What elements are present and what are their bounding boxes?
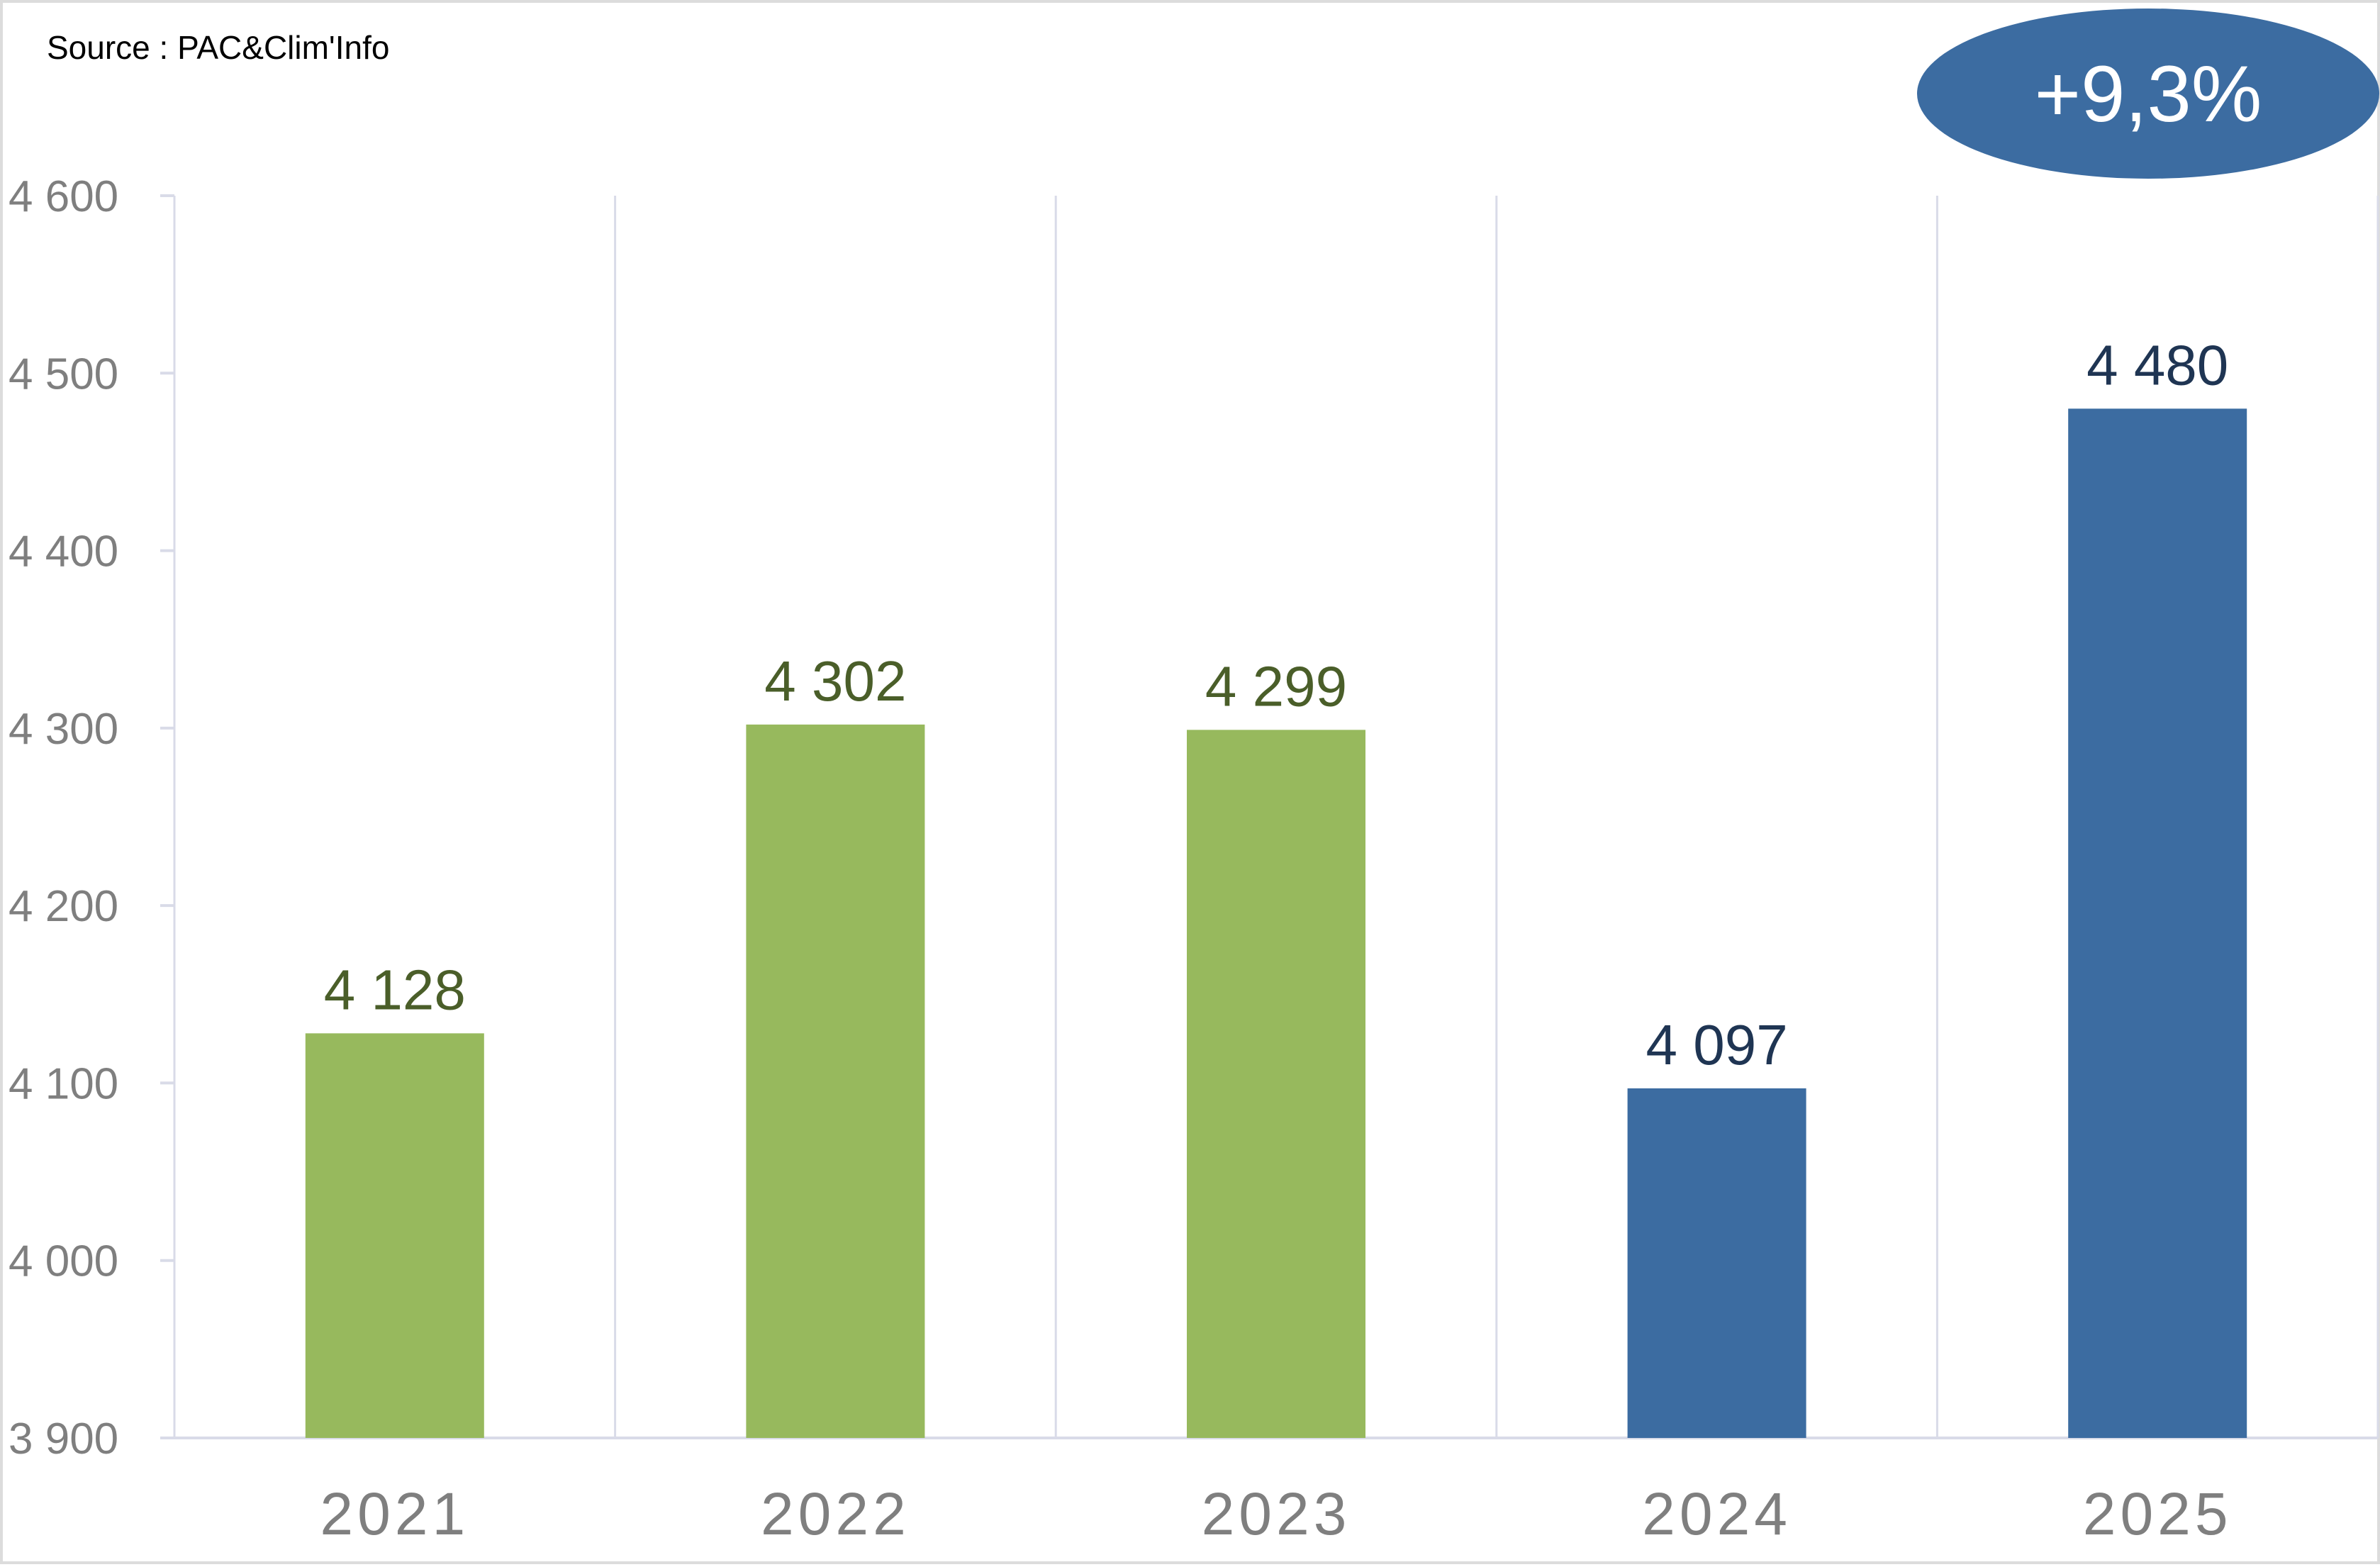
data-label-2023: 4 299	[1205, 654, 1347, 718]
x-tick-label-2024: 2024	[1642, 1480, 1792, 1547]
bar-2023	[1187, 730, 1365, 1438]
y-tick-label: 4 300	[9, 705, 118, 754]
x-tick-label-2025: 2025	[2083, 1480, 2233, 1547]
source-note: Source : PAC&Clim'Info	[47, 29, 390, 66]
bar-chart: 3 900 4 000 4 100 4 200 4 300 4 400 4 500 4 600…	[9, 172, 2379, 1547]
y-tick-label: 4 500	[9, 350, 118, 398]
y-tick-label: 3 900	[9, 1415, 118, 1463]
y-tick-label: 4 100	[9, 1059, 118, 1108]
x-tick-label-2021: 2021	[320, 1480, 469, 1547]
data-label-2021: 4 128	[324, 958, 466, 1021]
y-tick-label: 4 200	[9, 882, 118, 931]
y-tick-label: 4 600	[9, 172, 118, 221]
data-label-2022: 4 302	[764, 649, 906, 713]
data-label-2024: 4 097	[1646, 1013, 1787, 1076]
x-tick-label-2023: 2023	[1202, 1480, 1351, 1547]
bar-2021	[305, 1033, 484, 1438]
growth-badge: +9,3%	[1917, 9, 2379, 179]
bar-2022	[746, 724, 925, 1438]
data-label-2025: 4 480	[2086, 333, 2228, 396]
y-tick-label: 4 000	[9, 1237, 118, 1286]
y-tick-label: 4 400	[9, 528, 118, 576]
bar-2025	[2068, 408, 2247, 1439]
bar-2024	[1627, 1088, 1806, 1438]
x-tick-label-2022: 2022	[761, 1480, 910, 1547]
